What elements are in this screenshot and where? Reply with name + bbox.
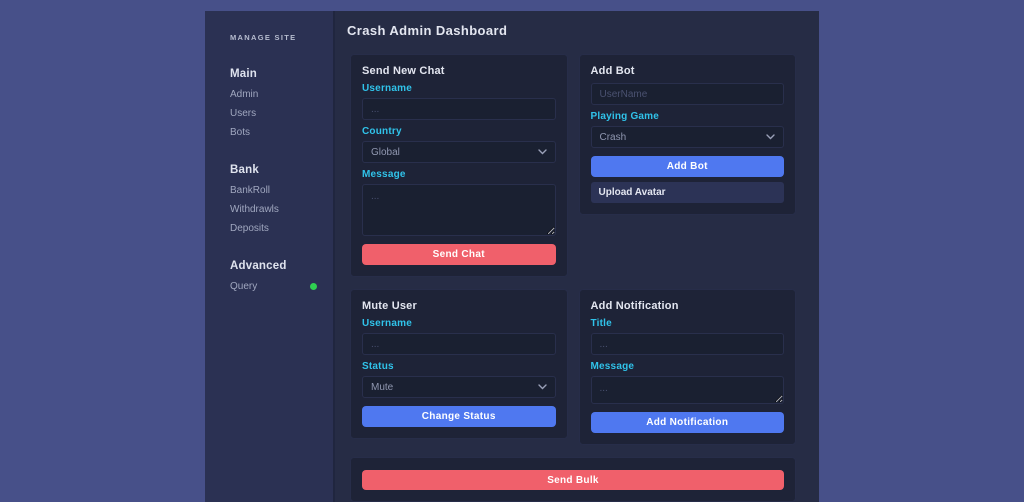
sidebar-item-withdrawls[interactable]: Withdrawls bbox=[230, 204, 279, 215]
section-header-advanced: Advanced bbox=[230, 260, 287, 272]
chat-username-input[interactable] bbox=[362, 98, 556, 120]
add-notification-button[interactable]: Add Notification bbox=[590, 412, 784, 433]
cards-row-2: Mute User Username Status Mute Change St… bbox=[350, 289, 796, 445]
sidebar-item-users[interactable]: Users bbox=[230, 108, 257, 119]
card-send-new-chat: Send New Chat Username Country Global Me… bbox=[350, 54, 568, 277]
app-window: MANAGE SITE Main Admin Users Bots Bank B… bbox=[205, 11, 819, 502]
sidebar-section-advanced: Advanced Query bbox=[230, 260, 333, 292]
page-title: Crash Admin Dashboard bbox=[347, 23, 508, 38]
country-select[interactable]: Global bbox=[362, 141, 556, 163]
brand-title: MANAGE SITE bbox=[230, 33, 297, 42]
card-add-notification: Add Notification Title Message Add Notif… bbox=[578, 289, 796, 445]
card-send-bulk: Send Bulk bbox=[350, 457, 796, 502]
change-status-button[interactable]: Change Status bbox=[362, 406, 556, 427]
card-title: Send New Chat bbox=[362, 65, 445, 77]
status-label: Status bbox=[362, 361, 394, 372]
card-add-bot: Add Bot Playing Game Crash Add Bot Uploa… bbox=[578, 54, 796, 215]
mute-username-input[interactable] bbox=[362, 333, 556, 355]
username-label: Username bbox=[362, 318, 412, 329]
card-title: Add Bot bbox=[590, 65, 635, 77]
message-label: Message bbox=[590, 361, 635, 372]
chat-message-textarea[interactable] bbox=[362, 184, 556, 236]
bot-username-input[interactable] bbox=[590, 83, 784, 105]
playing-game-select-value: Crash bbox=[599, 131, 627, 143]
main-content: Crash Admin Dashboard Send New Chat User… bbox=[335, 11, 819, 502]
playing-game-label: Playing Game bbox=[590, 111, 660, 122]
card-title: Add Notification bbox=[590, 300, 679, 312]
card-mute-user: Mute User Username Status Mute Change St… bbox=[350, 289, 568, 439]
country-label: Country bbox=[362, 126, 402, 137]
username-label: Username bbox=[362, 83, 412, 94]
playing-game-select[interactable]: Crash bbox=[590, 126, 784, 148]
chevron-down-icon bbox=[537, 149, 547, 155]
chevron-down-icon bbox=[537, 384, 547, 390]
country-select-value: Global bbox=[371, 146, 400, 158]
section-header-bank: Bank bbox=[230, 164, 259, 176]
online-status-dot-icon bbox=[310, 283, 317, 290]
sidebar-item-deposits[interactable]: Deposits bbox=[230, 223, 269, 234]
card-title: Mute User bbox=[362, 300, 417, 312]
message-label: Message bbox=[362, 169, 406, 180]
sidebar-item-label: Query bbox=[230, 281, 258, 292]
sidebar-section-main: Main Admin Users Bots bbox=[230, 68, 333, 138]
send-chat-button[interactable]: Send Chat bbox=[362, 244, 556, 265]
chevron-down-icon bbox=[766, 134, 775, 140]
title-label: Title bbox=[590, 318, 612, 329]
sidebar-item-query[interactable]: Query bbox=[230, 281, 333, 292]
add-bot-button[interactable]: Add Bot bbox=[590, 156, 784, 177]
upload-avatar-input[interactable]: Upload Avatar bbox=[590, 182, 784, 203]
cards-row-1: Send New Chat Username Country Global Me… bbox=[350, 54, 796, 277]
sidebar-item-bankroll[interactable]: BankRoll bbox=[230, 185, 271, 196]
notification-message-textarea[interactable] bbox=[590, 376, 784, 404]
sidebar-item-bots[interactable]: Bots bbox=[230, 127, 251, 138]
section-header-main: Main bbox=[230, 68, 257, 80]
status-select-value: Mute bbox=[371, 381, 394, 393]
notification-title-input[interactable] bbox=[590, 333, 784, 355]
sidebar-item-admin[interactable]: Admin bbox=[230, 89, 259, 100]
send-bulk-button[interactable]: Send Bulk bbox=[362, 470, 784, 490]
status-select[interactable]: Mute bbox=[362, 376, 556, 398]
sidebar-section-bank: Bank BankRoll Withdrawls Deposits bbox=[230, 164, 333, 234]
sidebar: MANAGE SITE Main Admin Users Bots Bank B… bbox=[205, 11, 335, 502]
